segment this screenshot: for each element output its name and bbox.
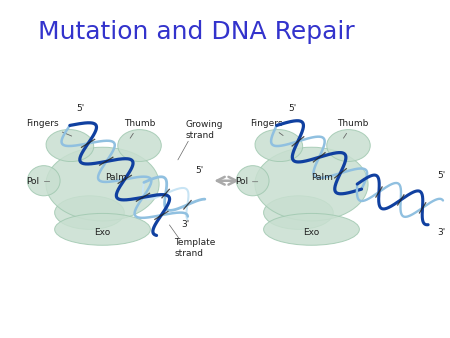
Ellipse shape	[327, 129, 370, 162]
Ellipse shape	[236, 166, 269, 196]
Ellipse shape	[27, 166, 60, 196]
Text: Mutation and DNA Repair: Mutation and DNA Repair	[38, 20, 355, 44]
Text: Fingers: Fingers	[27, 119, 72, 136]
Ellipse shape	[54, 196, 124, 230]
Ellipse shape	[264, 196, 333, 230]
Text: Thumb: Thumb	[337, 119, 369, 138]
Text: 5': 5'	[438, 171, 446, 180]
Text: Pol: Pol	[26, 177, 40, 186]
Text: Palm: Palm	[311, 173, 333, 182]
Ellipse shape	[46, 147, 159, 221]
Text: Palm: Palm	[105, 173, 126, 182]
Text: Thumb: Thumb	[124, 119, 155, 138]
Text: 3': 3'	[438, 228, 446, 237]
Text: Fingers: Fingers	[251, 119, 283, 136]
Text: Exo: Exo	[94, 228, 111, 237]
Ellipse shape	[54, 213, 150, 245]
Ellipse shape	[255, 129, 303, 162]
Text: 5': 5'	[76, 104, 85, 113]
Ellipse shape	[264, 213, 360, 245]
Text: Growing
strand: Growing strand	[185, 120, 223, 141]
Text: Pol: Pol	[235, 177, 248, 186]
Text: 5': 5'	[288, 104, 297, 113]
Text: 5': 5'	[195, 166, 203, 175]
Text: Exo: Exo	[303, 228, 320, 237]
Ellipse shape	[118, 129, 161, 162]
Text: Template
strand: Template strand	[174, 238, 216, 258]
Ellipse shape	[46, 129, 94, 162]
Text: 3': 3'	[181, 220, 189, 229]
Ellipse shape	[255, 147, 368, 221]
